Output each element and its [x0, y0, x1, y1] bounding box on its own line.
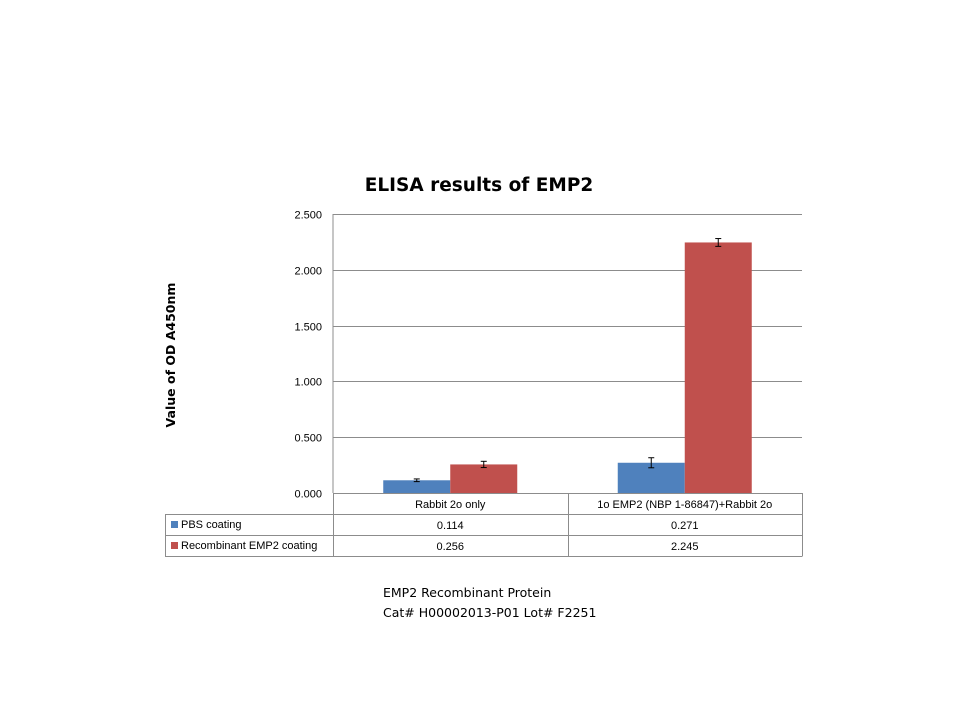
data-value-label: 0.271 [671, 520, 699, 532]
data-table: Rabbit 2o only 1o EMP2 (NBP 1-86847)+Rabb… [165, 493, 803, 557]
y-axis-ticks: 0.000 0.500 1.000 1.500 2.000 2.500 [294, 210, 322, 501]
legend-series-name: Recombinant EMP2 coating [181, 540, 317, 552]
caption-line-2: Cat# H00002013-P01 Lot# F2251 [383, 605, 597, 620]
legend-swatch [171, 542, 178, 549]
y-tick-label: 2.500 [294, 210, 322, 222]
data-value-label: 2.245 [671, 541, 699, 553]
data-value-label: 0.114 [437, 520, 464, 532]
bar [450, 464, 518, 493]
bars [383, 238, 752, 493]
data-value-label: 0.256 [436, 541, 464, 553]
y-tick-label: 1.000 [294, 377, 322, 389]
legend-swatch [171, 521, 178, 528]
y-tick-label: 1.500 [294, 322, 322, 334]
y-tick-label: 2.000 [294, 266, 322, 278]
bar [684, 242, 752, 493]
product-caption: EMP2 Recombinant Protein Cat# H00002013-… [383, 583, 596, 623]
y-tick-label: 0.000 [294, 489, 322, 501]
x-category-label: Rabbit 2o only [415, 499, 486, 511]
caption-line-1: EMP2 Recombinant Protein [383, 585, 552, 600]
legend-series-name: PBS coating [181, 519, 242, 531]
chart-title: ELISA results of EMP2 [365, 175, 594, 196]
x-category-label: 1o EMP2 (NBP 1-86847)+Rabbit 2o [597, 499, 772, 511]
y-tick-label: 0.500 [294, 433, 322, 445]
bar [383, 480, 451, 493]
y-axis-title: Value of OD A450nm [163, 283, 178, 428]
